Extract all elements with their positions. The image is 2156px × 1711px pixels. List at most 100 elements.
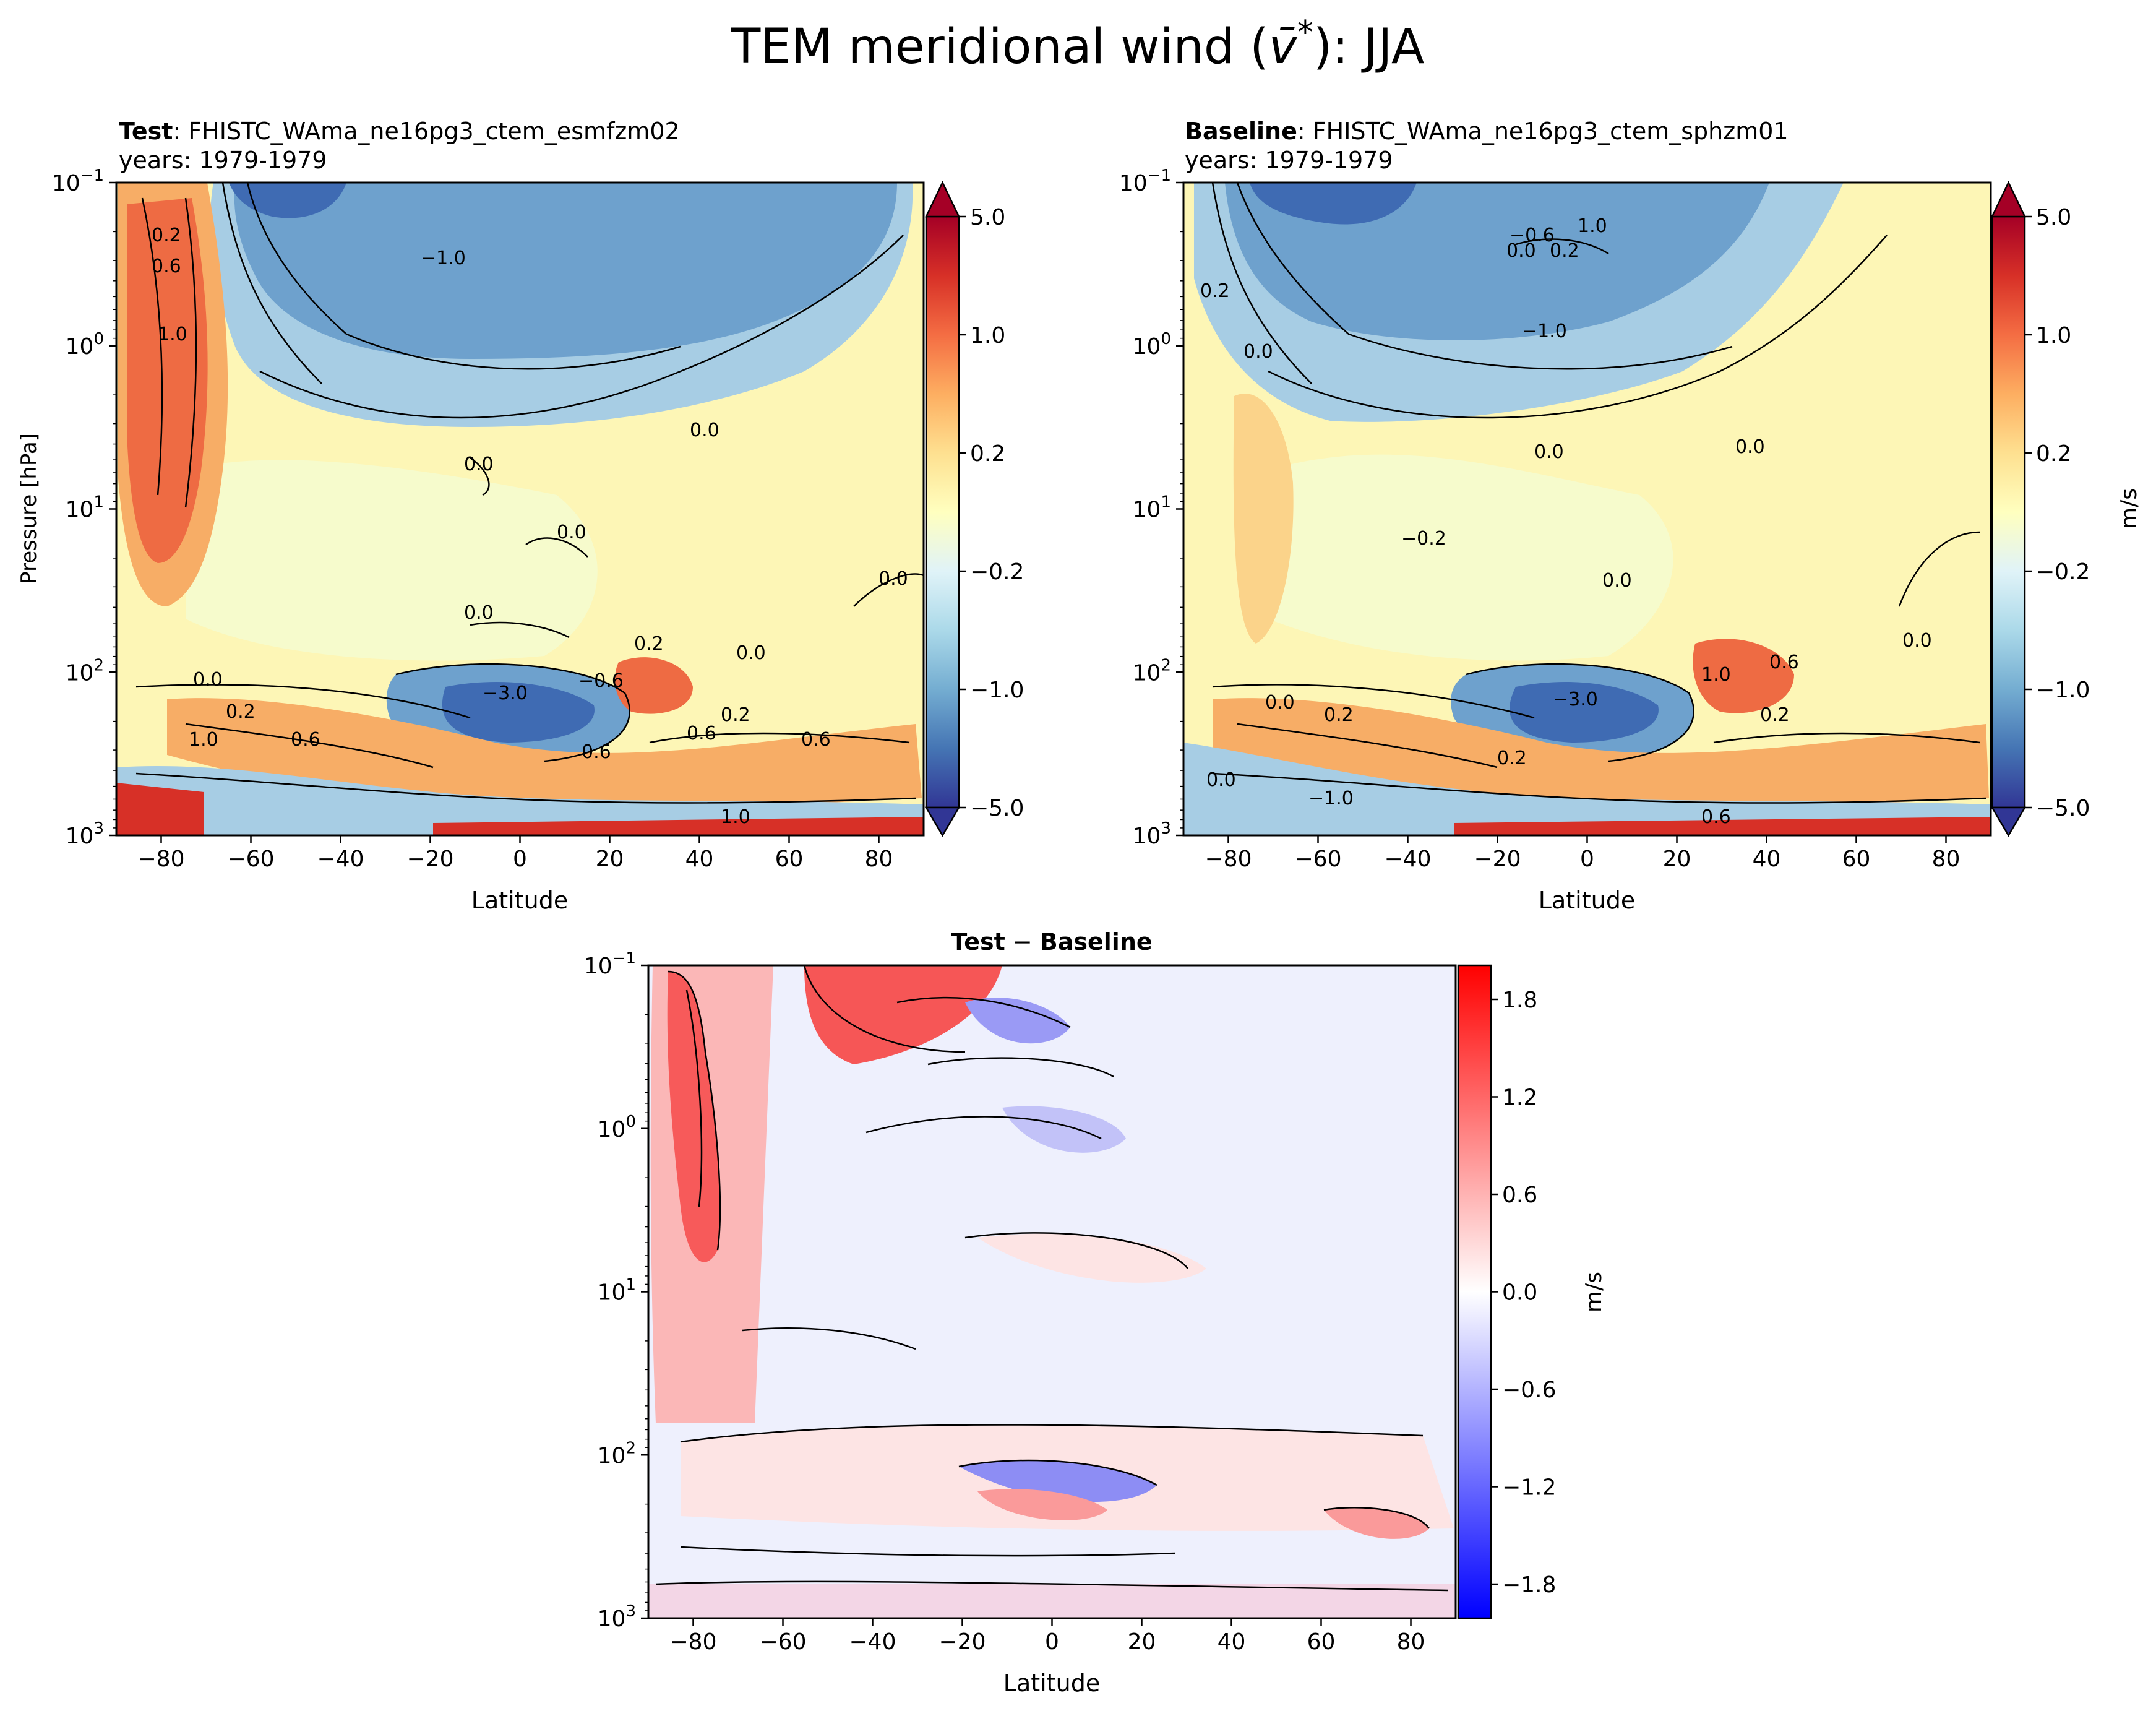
baseline-clabel: −0.6	[1510, 225, 1555, 246]
test-clabel: 1.0	[189, 729, 218, 751]
difference-ytick-label: 102	[598, 1439, 636, 1468]
test-shade-sub-red	[615, 657, 693, 714]
baseline-clabel: 1.0	[1701, 664, 1731, 686]
baseline-ytick-label: 103	[1133, 819, 1171, 849]
panel-baseline: Baseline: FHISTC_WAma_ne16pg3_ctem_sphzm…	[1119, 118, 2142, 914]
test-clabel: 0.0	[464, 602, 494, 624]
test-ylabel: Pressure [hPa]	[17, 433, 41, 584]
baseline-contour-labels: −0.6 1.0 0.0 0.2 0.2 −1.0 0.0 0.0 0.0 −0…	[1200, 215, 1932, 828]
baseline-cbtick-label: 5.0	[2036, 205, 2071, 230]
test-colorbar-extend-bottom	[924, 806, 961, 837]
test-xtick-label: −40	[317, 847, 364, 872]
baseline-colorbar-units: m/s	[2116, 488, 2142, 529]
difference-ytick-label: 10−1	[584, 949, 636, 979]
test-clabel: 0.6	[582, 741, 611, 763]
test-clabel: −0.6	[578, 670, 624, 692]
difference-xtick-label: −20	[939, 1629, 986, 1655]
baseline-clabel: 0.6	[1701, 806, 1731, 828]
test-clabel: 0.0	[690, 420, 719, 441]
baseline-clabel: −0.2	[1401, 528, 1446, 550]
difference-cbtick-label: 0.0	[1502, 1280, 1537, 1306]
test-shade-band-orange	[167, 698, 922, 810]
baseline-ytick-label: 102	[1133, 656, 1171, 686]
test-clabel: 0.0	[464, 454, 494, 475]
test-ytick-label: 100	[66, 330, 104, 360]
difference-x-axis: −80 −60 −40 −20 0 20 40 60 80	[670, 1618, 1425, 1655]
baseline-xtick-label: 40	[1753, 847, 1781, 872]
diff-shade-upper-red	[804, 965, 1002, 1064]
baseline-clabel: 0.0	[1602, 570, 1632, 592]
baseline-clabel: 0.2	[1550, 240, 1579, 262]
test-clabel: 0.0	[193, 669, 223, 691]
figure-title: TEM meridional wind (v̄*): JJA	[731, 14, 1425, 75]
baseline-clabel: 0.2	[1200, 280, 1230, 302]
test-clabel: 0.6	[687, 723, 716, 744]
baseline-xtick-label: 0	[1580, 847, 1594, 872]
test-xtick-label: 20	[596, 847, 624, 872]
difference-colorbar: 1.8 1.2 0.6 0.0 −0.6 −1.2 −1.8 m/s	[1457, 964, 1607, 1619]
test-clabel: 1.0	[721, 806, 750, 828]
baseline-xtick-label: −40	[1385, 847, 1432, 872]
test-y-axis: 10−1 100 101 102 103	[52, 166, 116, 849]
test-cbtick-label: −5.0	[970, 796, 1024, 821]
test-xtick-label: 60	[775, 847, 804, 872]
test-cbtick-label: 0.2	[970, 441, 1005, 467]
test-xtick-label: −60	[228, 847, 275, 872]
test-clabel: −3.0	[483, 683, 528, 704]
test-clabel: 0.6	[152, 256, 181, 277]
difference-y-axis: 10−1 100 101 102 103	[584, 949, 648, 1632]
test-cbtick-label: −0.2	[970, 559, 1024, 585]
baseline-ytick-label: 101	[1133, 493, 1171, 523]
baseline-cbtick-label: −0.2	[2036, 559, 2090, 585]
baseline-clabel: 1.0	[1578, 215, 1607, 237]
baseline-colorbar-extend-top	[1991, 181, 2026, 218]
panel-baseline-subtitle: years: 1979-1979	[1185, 147, 1393, 174]
diff-contours	[655, 965, 1448, 1592]
baseline-xtick-label: −80	[1205, 847, 1252, 872]
difference-xtick-label: −60	[760, 1629, 807, 1655]
baseline-ytick-label: 10−1	[1119, 166, 1171, 196]
test-contour-labels: 0.2 0.6 1.0 −1.0 0.0 0.0 0.0 0.0 0.0 0.2…	[152, 225, 908, 828]
panel-baseline-title: Baseline: FHISTC_WAma_ne16pg3_ctem_sphzm…	[1185, 118, 1789, 145]
baseline-xtick-label: −20	[1474, 847, 1521, 872]
difference-cbtick-label: −1.8	[1502, 1572, 1556, 1598]
diff-shade-polar-red	[667, 972, 720, 1262]
test-shade-surface-blue	[116, 766, 924, 835]
baseline-clabel: −3.0	[1553, 689, 1598, 710]
difference-xtick-label: 20	[1128, 1629, 1156, 1655]
panel-test: Test: FHISTC_WAma_ne16pg3_ctem_esmfzm02 …	[17, 118, 1024, 914]
difference-ytick-label: 100	[598, 1113, 636, 1142]
baseline-cbtick-label: −5.0	[2036, 796, 2090, 821]
test-xtick-label: −20	[407, 847, 454, 872]
difference-xtick-label: 60	[1307, 1629, 1336, 1655]
difference-ytick-label: 101	[598, 1276, 636, 1306]
test-shade-surface-red	[116, 783, 204, 835]
baseline-ytick-label: 100	[1133, 330, 1171, 360]
baseline-xtick-label: 20	[1663, 847, 1691, 872]
test-shade-upper-core	[234, 183, 897, 359]
baseline-clabel: 0.6	[1769, 652, 1799, 673]
test-ytick-label: 10−1	[52, 166, 104, 196]
panel-difference: Test − Baseline	[584, 928, 1607, 1697]
panel-difference-field	[648, 965, 1456, 1618]
difference-cbtick-label: 1.8	[1502, 988, 1537, 1013]
test-ytick-label: 103	[66, 819, 104, 849]
test-clabel: 0.6	[291, 729, 320, 751]
baseline-xtick-label: −60	[1295, 847, 1342, 872]
difference-xtick-label: −80	[670, 1629, 717, 1655]
test-cbtick-label: 1.0	[970, 323, 1005, 348]
difference-colorbar-units: m/s	[1581, 1272, 1607, 1312]
baseline-shade-surface-blue	[1183, 743, 1991, 835]
diff-shade-upper-blue	[965, 998, 1070, 1044]
test-clabel: 0.0	[736, 642, 766, 664]
baseline-clabel: 0.0	[1902, 630, 1932, 652]
baseline-xlabel: Latitude	[1539, 887, 1635, 914]
diff-shade-surface	[648, 1584, 1456, 1618]
baseline-clabel: 0.0	[1534, 441, 1564, 463]
baseline-shade-upper-dark	[1250, 183, 1417, 225]
baseline-cbtick-label: 1.0	[2036, 323, 2071, 348]
test-colorbar-ticks: 5.0 1.0 0.2 −0.2 −1.0 −5.0	[959, 205, 1024, 821]
baseline-clabel: 0.0	[1243, 341, 1273, 363]
baseline-cbtick-label: −1.0	[2036, 678, 2090, 703]
baseline-clabel: 0.0	[1206, 769, 1236, 791]
